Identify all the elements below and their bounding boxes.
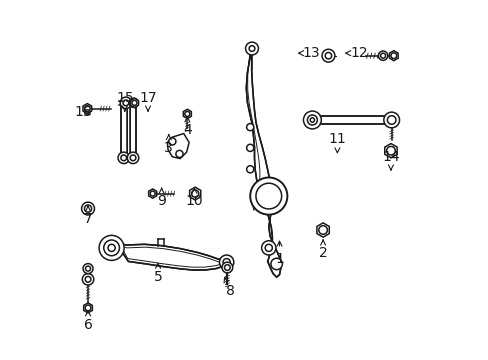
Circle shape [150,191,155,196]
Circle shape [129,98,138,108]
Circle shape [380,53,385,58]
Text: 13: 13 [298,46,320,60]
Circle shape [219,255,233,269]
Polygon shape [130,98,138,108]
Text: 12: 12 [345,46,367,60]
Text: 16: 16 [74,105,92,119]
Text: 14: 14 [381,150,399,170]
Circle shape [85,266,90,271]
Polygon shape [148,189,156,198]
Circle shape [83,264,93,274]
Circle shape [248,46,254,51]
Circle shape [222,262,232,273]
Text: 3: 3 [164,135,173,155]
Polygon shape [388,51,397,61]
Circle shape [325,53,331,59]
Circle shape [303,111,321,129]
Circle shape [246,123,253,131]
Circle shape [176,150,183,157]
Polygon shape [384,144,396,158]
Circle shape [255,183,281,209]
Circle shape [168,138,176,145]
Text: 2: 2 [318,240,327,260]
Text: 8: 8 [224,277,234,298]
Circle shape [82,274,94,285]
Circle shape [390,53,396,59]
Circle shape [246,166,253,173]
Text: 17: 17 [139,91,157,111]
Circle shape [386,116,395,124]
Circle shape [184,111,189,116]
Circle shape [103,240,119,256]
Circle shape [386,147,394,155]
Polygon shape [167,134,189,158]
Circle shape [261,241,275,255]
Circle shape [81,202,94,215]
Circle shape [84,205,91,212]
Text: 6: 6 [83,311,92,332]
Circle shape [246,144,253,152]
Circle shape [309,118,314,122]
Circle shape [224,265,230,270]
Polygon shape [183,109,191,118]
Circle shape [108,244,115,251]
Circle shape [270,258,282,270]
Text: 7: 7 [83,206,92,226]
Polygon shape [130,105,136,155]
Circle shape [130,155,136,161]
Circle shape [191,190,198,197]
Text: 5: 5 [153,263,162,284]
Polygon shape [312,116,391,123]
Circle shape [118,152,129,163]
Text: 10: 10 [185,188,203,208]
Circle shape [85,305,91,311]
Polygon shape [121,105,126,155]
Circle shape [318,226,326,234]
Circle shape [378,51,387,60]
Circle shape [383,112,399,128]
Polygon shape [83,104,91,113]
Circle shape [307,115,317,125]
Polygon shape [189,187,201,200]
Circle shape [132,100,137,105]
Circle shape [264,244,272,251]
Text: 15: 15 [116,91,133,111]
Circle shape [99,235,124,260]
Text: 1: 1 [275,241,284,266]
Circle shape [245,42,258,55]
Circle shape [84,106,90,111]
Circle shape [223,258,230,266]
Text: 11: 11 [328,132,346,153]
Circle shape [123,100,128,106]
Circle shape [250,177,287,215]
Circle shape [121,155,126,161]
Circle shape [85,276,91,282]
Circle shape [127,152,139,163]
Polygon shape [83,303,92,313]
Circle shape [120,97,131,109]
Text: 9: 9 [157,188,166,208]
Text: 4: 4 [183,117,191,137]
Polygon shape [122,244,223,270]
Circle shape [322,49,334,62]
Polygon shape [316,223,328,237]
Polygon shape [246,48,281,277]
